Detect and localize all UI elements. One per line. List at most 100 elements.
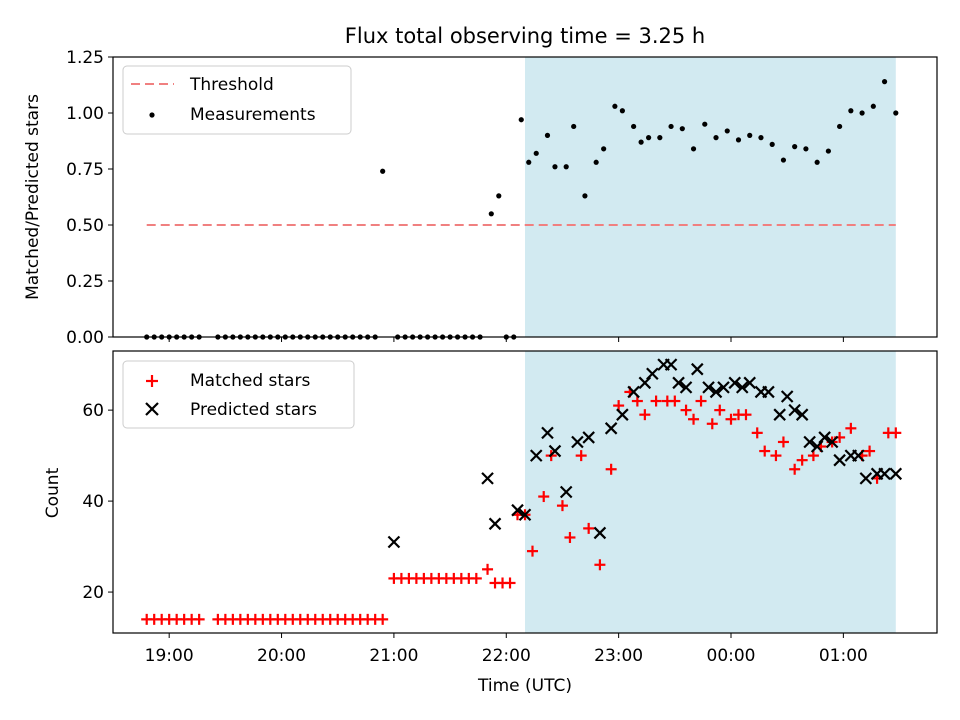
y-tick-label: 20 <box>82 583 104 603</box>
x-tick-label: 23:00 <box>594 646 643 666</box>
predicted-star-point <box>788 403 801 417</box>
legend-threshold-label: Threshold <box>189 75 274 95</box>
measurement-point <box>780 157 787 163</box>
measurement-point <box>380 168 386 174</box>
matched-star-point <box>695 395 707 407</box>
measurement-point <box>582 193 588 199</box>
top-observing-window <box>525 57 896 337</box>
measurement-point <box>631 123 637 130</box>
measurement-point <box>593 159 599 165</box>
matched-star-point <box>751 427 763 439</box>
predicted-star-point <box>818 431 831 444</box>
predicted-star-point <box>529 449 543 462</box>
measurement-point <box>638 139 644 145</box>
y-tick-label: 0.50 <box>66 216 104 236</box>
measurement-point <box>870 103 876 109</box>
measurement-point <box>690 146 697 152</box>
predicted-star-point <box>717 381 730 394</box>
predicted-star-point <box>878 467 891 481</box>
predicted-star-point <box>604 422 618 435</box>
matched-star-point <box>706 418 718 430</box>
bottom-legend: Matched stars Predicted stars <box>122 360 355 429</box>
matched-star-point <box>556 500 568 512</box>
measurement-point <box>563 164 569 170</box>
matched-star-point <box>482 563 494 575</box>
matched-star-point <box>538 491 550 503</box>
matched-star-point <box>789 463 801 475</box>
measurement-point <box>571 123 577 130</box>
matched-star-point <box>688 413 700 425</box>
predicted-star-point <box>762 385 775 399</box>
matched-star-point <box>575 450 587 462</box>
bottom-x-ticks: 19:00 20:00 21:00 22:00 23:00 00:00 01:00 <box>145 633 868 666</box>
measurement-point <box>668 123 674 130</box>
measurement-point <box>747 132 753 138</box>
predicted-star-point <box>571 435 584 449</box>
predicted-star-point <box>859 472 873 485</box>
predicted-star-point <box>616 408 629 421</box>
predicted-star-point <box>518 508 532 522</box>
x-tick-label: 00:00 <box>707 646 756 666</box>
x-axis-label: Time (UTC) <box>477 676 572 696</box>
matched-star-point <box>669 395 681 407</box>
predicted-star-point <box>810 440 824 453</box>
matched-star-point <box>594 559 606 571</box>
predicted-star-point <box>679 381 693 394</box>
predicted-star-point <box>481 472 494 485</box>
legend-measurements-swatch <box>149 112 155 118</box>
measurement-point <box>533 150 539 156</box>
measurement-point <box>619 108 625 114</box>
predicted-star-point <box>833 453 846 467</box>
y-tick-label: 60 <box>82 401 104 421</box>
measurement-point <box>702 121 708 127</box>
measurement-point <box>612 103 618 109</box>
measurement-point <box>657 135 663 141</box>
y-tick-label: 40 <box>82 492 104 512</box>
predicted-star-point <box>638 376 652 390</box>
chart-title: Flux total observing time = 3.25 h <box>345 24 705 48</box>
predicted-star-point <box>803 435 816 449</box>
measurement-point <box>893 110 899 116</box>
top-legend: Threshold Measurements <box>122 65 352 135</box>
legend-matched-swatch <box>146 375 158 387</box>
top-x-ticks <box>168 337 844 342</box>
measurement-point <box>837 123 843 130</box>
matched-star-point <box>890 427 902 439</box>
matched-star-point <box>714 404 726 416</box>
predicted-star-point <box>735 381 749 394</box>
matched-star-point <box>470 572 482 584</box>
predicted-star-point <box>387 535 401 549</box>
predicted-star-point <box>559 485 573 499</box>
bottom-panel: 20 40 60 19:00 20:00 21:00 22:00 23:00 00:00 01:… <box>43 350 938 696</box>
legend-predicted-label: Predicted stars <box>190 400 317 420</box>
predicted-star-point <box>627 385 640 399</box>
predicted-star-point <box>691 362 704 376</box>
matched-star-point <box>770 450 782 462</box>
matched-star-point <box>504 577 516 589</box>
measurement-point <box>792 144 798 150</box>
top-panel: 0.00 0.25 0.50 0.75 1.00 1.25 Matched/Predict… <box>23 48 938 348</box>
matched-star-point <box>583 522 595 534</box>
matched-star-point <box>807 450 819 462</box>
measurement-point <box>646 135 652 141</box>
measurement-point <box>859 110 865 116</box>
y-tick-label: 1.25 <box>66 48 104 68</box>
matched-star-point <box>639 409 651 421</box>
top-axes-frame <box>112 56 938 338</box>
predicted-star-point <box>743 376 757 390</box>
top-y-ticks: 0.00 0.25 0.50 0.75 1.00 1.25 <box>66 48 113 348</box>
bottom-observing-window <box>525 351 896 633</box>
measurement-point <box>488 211 494 217</box>
y-tick-label: 1.00 <box>66 104 104 124</box>
measurement-point <box>679 126 685 132</box>
legend-measurements-label: Measurements <box>190 105 316 125</box>
predicted-star-point <box>728 376 742 390</box>
measurement-point <box>544 132 551 138</box>
y-tick-label: 0.00 <box>66 328 104 348</box>
matched-star-point <box>680 404 692 416</box>
matched-star-point <box>740 409 752 421</box>
predicted-star-point <box>664 358 678 371</box>
predicted-star-point <box>773 408 786 421</box>
matched-star-point <box>777 436 789 448</box>
x-tick-label: 20:00 <box>257 646 306 666</box>
